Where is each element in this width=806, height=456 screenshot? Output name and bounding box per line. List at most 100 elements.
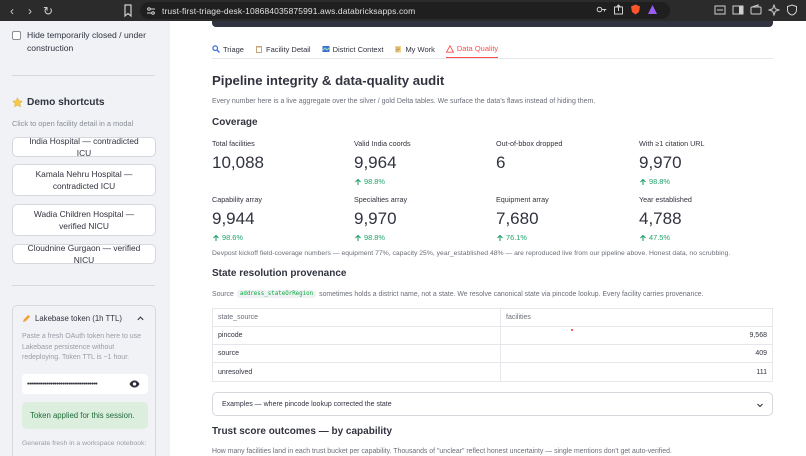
pencil-icon	[22, 314, 31, 323]
shortcut-kamala-nehru-button[interactable]: Kamala Nehru Hospital — contradicted ICU	[12, 164, 156, 196]
metric-delta-value: 47.5%	[649, 233, 670, 242]
table-cell-count: 111	[756, 368, 767, 376]
state-src-prefix: Source	[212, 290, 234, 298]
metric-delta-value: 98.8%	[364, 177, 385, 186]
tab-facility-detail[interactable]: Facility Detail	[255, 40, 311, 58]
lakebase-expander-header[interactable]: Lakebase token (1h TTL)	[22, 314, 122, 323]
metric-equipment-array: Equipment array 7,680 76.1%	[496, 195, 549, 242]
back-icon[interactable]: ‹	[10, 3, 14, 18]
metric-label: Specialties array	[354, 195, 408, 204]
metric-specialties-array: Specialties array 9,970 98.8%	[354, 195, 407, 242]
metric-delta: 98.8%	[639, 177, 704, 186]
tab-bar: Triage Facility Detail District Context …	[212, 40, 773, 59]
metric-label: With ≥1 citation URL	[639, 139, 705, 148]
table-row: source 409	[213, 345, 772, 363]
shortcut-cloudnine-button[interactable]: Cloudnine Gurgaon — verified NICU	[12, 243, 156, 265]
star-icon	[12, 97, 23, 108]
table-header-facilities[interactable]: facilities	[506, 314, 531, 321]
pincode-examples-expander[interactable]: Examples — where pincode lookup correcte…	[212, 392, 773, 416]
metric-capability-array: Capability array 9,944 98.6%	[212, 195, 262, 242]
browser-toolbar: ‹ › ↻ trust-first-triage-desk-1086840358…	[0, 0, 806, 21]
arrow-up-icon	[355, 178, 361, 185]
metric-value: 9,944	[212, 209, 255, 228]
map-icon	[322, 46, 330, 52]
generate-hint: Generate fresh in a workspace notebook:	[22, 440, 147, 447]
table-cell-source: unresolved	[213, 363, 501, 381]
metric-delta: 98.6%	[212, 233, 262, 242]
metric-out-of-bbox-dropped: Out-of-bbox dropped 6	[496, 139, 562, 173]
arrow-up-icon	[497, 234, 503, 241]
tab-facility-detail-label: Facility Detail	[265, 44, 311, 54]
table-header-row: state_source facilities	[213, 309, 772, 327]
metric-label: Out-of-bbox dropped	[496, 139, 563, 148]
tab-my-work[interactable]: My Work	[394, 40, 435, 58]
reload-icon[interactable]: ↻	[42, 3, 54, 18]
trust-score-description: How many facilities land in each trust b…	[212, 448, 672, 455]
key-icon[interactable]	[596, 4, 607, 15]
sidebar: Hide temporarily closed / under construc…	[0, 21, 170, 456]
state-source-description: Source address_stateOrRegion sometimes h…	[212, 290, 704, 298]
leo-ai-icon[interactable]	[768, 4, 780, 16]
forward-icon[interactable]: ›	[28, 3, 32, 18]
extension-window-icon[interactable]	[714, 4, 726, 16]
metric-value: 9,964	[354, 153, 397, 172]
tab-district-context[interactable]: District Context	[322, 40, 383, 58]
address-bar[interactable]: trust-first-triage-desk-1086840358759​91…	[140, 2, 670, 19]
metric-label: Valid India coords	[354, 139, 411, 148]
chevron-up-icon[interactable]	[136, 314, 145, 323]
metric-delta: 98.8%	[354, 233, 407, 242]
arrow-up-icon	[355, 234, 361, 241]
metric-label: Equipment array	[496, 195, 549, 204]
shortcuts-heading: Demo shortcuts	[12, 97, 105, 108]
chevron-down-icon[interactable]	[756, 401, 764, 409]
closed-facilities-toggle[interactable]: Hide temporarily closed / under construc…	[12, 29, 147, 54]
metric-value: 9,970	[354, 209, 397, 228]
metric-value: 4,788	[639, 209, 682, 228]
clipboard-icon	[255, 46, 262, 53]
table-cell-count: 409	[755, 350, 767, 357]
brave-shield-icon[interactable]	[630, 4, 641, 15]
lakebase-token-expander: Lakebase token (1h TTL) Paste a fresh OA…	[12, 305, 156, 456]
metric-label: Total facilities	[212, 139, 255, 148]
metric-delta: 76.1%	[496, 233, 549, 242]
sidebar-toggle-icon[interactable]	[732, 4, 744, 16]
table-cell-source: pincode	[213, 327, 501, 344]
arrow-up-icon	[213, 234, 219, 241]
sidebar-divider	[12, 75, 155, 76]
site-settings-icon[interactable]	[146, 6, 156, 16]
metric-delta: 47.5%	[639, 233, 692, 242]
cursor-dot	[571, 329, 573, 331]
tab-triage[interactable]: Triage	[212, 40, 244, 58]
share-icon[interactable]	[613, 4, 624, 15]
metric-label: Year established	[639, 195, 692, 204]
metric-value: 9,970	[639, 153, 682, 172]
state-resolution-heading: State resolution provenance	[212, 268, 347, 279]
table-row: pincode 9,568	[213, 327, 772, 345]
tab-data-quality-label: Data Quality	[456, 44, 499, 53]
state-src-suffix: sometimes holds a district name, not a s…	[319, 290, 704, 298]
shortcut-wadia-children-button[interactable]: Wadia Children Hospital — verified NICU	[12, 204, 156, 236]
token-input[interactable]: ••••••••••••••••••••••••••••••••••••	[22, 374, 148, 394]
metric-total-facilities: Total facilities 10,088	[212, 139, 264, 173]
metric-delta: 98.8%	[354, 177, 411, 186]
eye-icon[interactable]	[129, 379, 140, 389]
wallet-icon[interactable]	[750, 4, 762, 16]
main-content: Triage Facility Detail District Context …	[170, 21, 806, 456]
shortcut-india-hospital-button[interactable]: India Hospital — contradicted ICU	[12, 136, 156, 158]
arrow-up-icon	[640, 234, 646, 241]
table-header-state-source[interactable]: state_source	[213, 309, 501, 326]
rewards-icon[interactable]	[647, 4, 658, 15]
top-banner	[212, 21, 773, 27]
sidebar-divider	[12, 285, 155, 286]
closed-facilities-checkbox[interactable]	[12, 31, 21, 40]
tab-data-quality[interactable]: Data Quality	[445, 40, 499, 58]
coverage-heading: Coverage	[212, 117, 258, 128]
magnifier-icon	[212, 45, 220, 53]
bookmark-icon[interactable]	[121, 3, 135, 18]
state-source-table: state_source facilities pincode 9,568 so…	[212, 308, 773, 382]
shortcuts-hint: Click to open facility detail in a modal	[12, 119, 134, 128]
pincode-examples-label: Examples — where pincode lookup correcte…	[222, 400, 392, 408]
vpn-shield-icon[interactable]	[786, 4, 798, 16]
lakebase-title: Lakebase token (1h TTL)	[35, 314, 122, 323]
metric-value: 6	[496, 153, 506, 172]
